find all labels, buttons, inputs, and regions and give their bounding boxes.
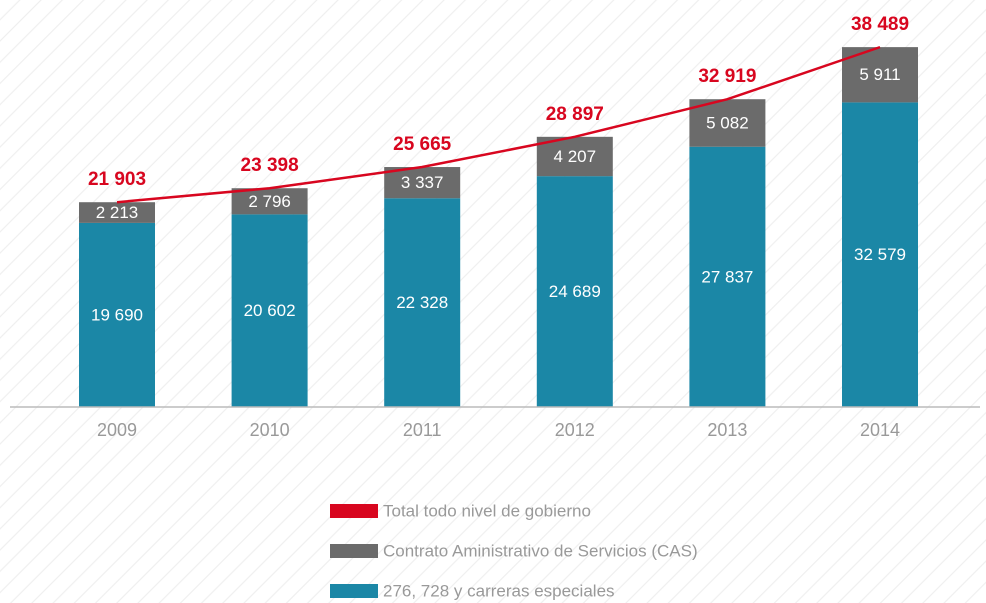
bar-segment xyxy=(79,222,155,407)
bar-segment xyxy=(536,176,613,407)
total-label: 28 897 xyxy=(546,104,604,125)
bar-segment xyxy=(384,167,461,199)
x-tick-label: 2012 xyxy=(555,420,595,440)
x-tick-label: 2013 xyxy=(707,420,747,440)
total-label: 38 489 xyxy=(851,14,909,35)
total-label: 23 398 xyxy=(241,155,299,176)
value-label: 4 207 xyxy=(554,147,597,166)
x-tick-label: 2009 xyxy=(97,420,137,440)
value-label: 20 602 xyxy=(244,301,296,320)
value-label: 27 837 xyxy=(701,267,753,286)
value-label: 3 337 xyxy=(401,173,444,192)
total-label: 25 665 xyxy=(393,134,452,155)
value-label: 24 689 xyxy=(549,282,601,301)
legend-swatch xyxy=(330,544,378,558)
total-label: 21 903 xyxy=(88,169,146,190)
legend-label: Contrato Aministrativo de Servicios (CAS… xyxy=(383,541,698,560)
legend-swatch xyxy=(330,584,378,598)
x-tick-label: 2014 xyxy=(860,420,900,440)
value-label: 19 690 xyxy=(91,305,143,324)
legend-label: 276, 728 y carreras especiales xyxy=(383,581,615,600)
value-label: 5 082 xyxy=(706,113,749,132)
bar-segment xyxy=(842,102,918,407)
total-line xyxy=(116,45,881,204)
x-tick-label: 2010 xyxy=(250,420,290,440)
bar-segment xyxy=(231,214,308,407)
bar-segment xyxy=(384,198,461,407)
value-label: 2 796 xyxy=(248,192,291,211)
bar-segment xyxy=(79,202,155,223)
value-label: 22 328 xyxy=(396,293,448,312)
bar-segment xyxy=(689,99,766,147)
legend-swatch xyxy=(330,504,378,518)
total-label: 32 919 xyxy=(698,66,756,87)
x-tick-label: 2011 xyxy=(403,420,442,440)
bar-segment xyxy=(231,188,308,215)
bar-segment xyxy=(689,146,766,407)
value-label: 5 911 xyxy=(859,65,900,84)
bar-segment xyxy=(536,136,613,177)
value-label: 32 579 xyxy=(854,245,906,264)
legend-label: Total todo nivel de gobierno xyxy=(383,501,591,520)
value-label: 2 213 xyxy=(96,203,139,222)
